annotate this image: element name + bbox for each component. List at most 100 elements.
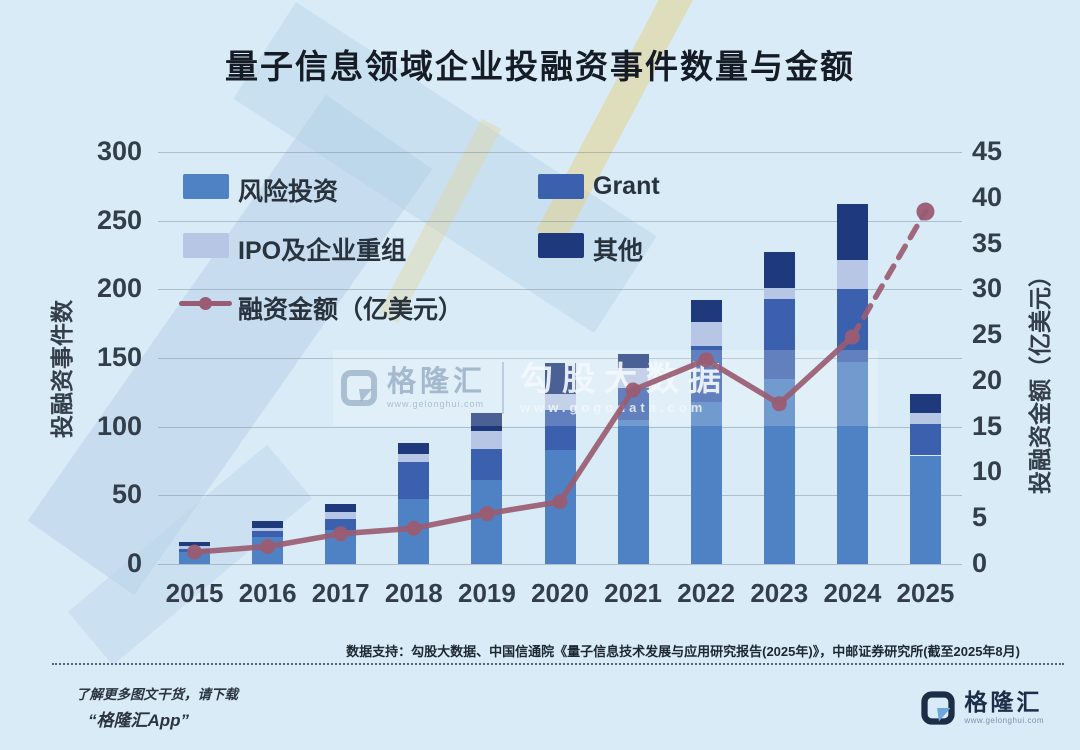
bar-segment-Grant [252,531,284,537]
line-data-point-marker [916,202,935,221]
gridline [158,152,962,153]
bar-segment-IPO及企业重组 [179,546,211,549]
left-axis-tick-label: 100 [96,410,142,441]
legend-label-grant: Grant [593,172,660,200]
right-axis-tick-label: 35 [972,227,1003,258]
right-axis-tick-label: 25 [972,319,1003,350]
bar-segment-IPO及企业重组 [544,393,576,411]
brand-url: www.gelonghui.com [964,716,1044,725]
bar-segment-其他 [471,412,503,431]
bar-segment-风险投资 [617,419,649,564]
bar-segment-Grant [909,423,941,456]
legend-line-marker [199,297,212,310]
bar-segment-Grant [763,298,795,379]
left-axis-tick-label: 150 [96,342,142,372]
bar-segment-Grant [179,548,211,552]
left-axis-tick-label: 200 [96,273,142,304]
bar-segment-IPO及企业重组 [325,511,357,519]
bar-segment-其他 [179,542,211,547]
bar-segment-风险投资 [544,450,576,564]
right-axis-tick-label: 45 [972,136,1003,166]
bar-segment-IPO及企业重组 [836,260,868,290]
x-axis-year-label: 2023 [750,578,809,608]
bar-segment-风险投资 [179,551,211,564]
legend-swatch-other [538,233,584,258]
line-segment-solid [191,334,856,555]
legend-swatch-ipo [183,233,229,258]
bar-segment-IPO及企业重组 [398,454,430,463]
bar-segment-IPO及企业重组 [617,367,649,389]
bar-segment-Grant [398,462,430,500]
watermark-band: 格隆汇 www.gelonghui.com 勾股大数据 www.gogodata… [333,350,878,426]
bar-segment-其他 [398,443,430,455]
data-source-note: 数据支持：勾股大数据、中国信通院《量子信息技术发展与应用研究报告(2025年)》… [346,644,1020,659]
left-axis-tick-label: 0 [126,548,142,578]
right-axis-tick-label: 30 [972,273,1003,304]
bar-segment-Grant [836,289,868,363]
x-axis-year-label: 2024 [823,578,882,608]
legend-label-ipo: IPO及企业重组 [238,237,407,265]
bar-segment-风险投资 [252,536,284,564]
gelonghui-logo-icon [921,691,955,725]
x-axis-year-label: 2018 [384,578,443,608]
bar-segment-其他 [763,252,795,288]
chart-title: 量子信息领域企业投融资事件数量与金额 [225,48,855,85]
legend-swatch-grant [538,174,584,199]
bar-segment-风险投资 [398,499,430,564]
watermark-gelonghui: 格隆汇 www.gelonghui.com [333,365,487,409]
x-axis-year-label: 2020 [531,578,589,608]
bar-segment-其他 [690,300,722,323]
bar-segment-风险投资 [836,362,868,564]
bar-segment-风险投资 [325,529,357,564]
left-axis-tick-label: 250 [96,204,142,235]
footer-divider [52,663,1064,665]
watermark-gelonghui-name: 格隆汇 [387,365,487,398]
x-axis-year-label: 2016 [238,578,297,608]
right-axis-tick-label: 0 [972,548,988,578]
x-axis-year-label: 2019 [457,578,516,608]
bar-segment-风险投资 [471,480,503,564]
gridline [158,289,962,291]
x-axis-year-label: 2015 [165,578,224,608]
bar-segment-IPO及企业重组 [909,412,941,424]
x-axis-year-label: 2022 [677,578,736,608]
bar-segment-其他 [252,521,284,529]
gridline [158,564,962,565]
bar-segment-风险投资 [690,401,722,564]
bar-segment-IPO及企业重组 [690,322,722,346]
legend-label-other: 其他 [593,237,644,265]
app-promo-text: 了解更多图文干货，请下载 [76,687,238,702]
bar-segment-IPO及企业重组 [471,430,503,449]
legend-label-line: 融资金额（亿美元） [238,296,464,324]
bar-segment-Grant [690,345,722,402]
left-axis-tick-label: 50 [111,479,142,510]
bar-segment-Grant [471,448,503,481]
right-axis-tick-label: 15 [972,410,1003,441]
brand-name: 格隆汇 [964,689,1043,715]
bar-segment-其他 [909,393,941,413]
bar-segment-Grant [325,518,357,530]
bar-segment-其他 [544,363,576,394]
watermark-divider [502,362,505,414]
right-axis-tick-label: 20 [972,364,1003,395]
gelonghui-watermark-logo-icon [341,370,377,406]
x-axis-year-label: 2025 [896,578,955,608]
right-axis-tick-label: 10 [972,456,1003,487]
right-axis-tick-label: 5 [972,502,988,533]
bar-segment-IPO及企业重组 [763,287,795,299]
bar-segment-其他 [617,353,649,368]
bar-segment-其他 [325,503,357,512]
left-axis-tick-label: 300 [96,136,142,166]
bar-segment-风险投资 [763,378,795,564]
background-watermark-pencil-stripe [536,0,704,245]
legend-swatch-venture [183,174,229,199]
x-axis-year-label: 2017 [311,578,370,608]
watermark-gelonghui-url: www.gelonghui.com [387,398,485,409]
bar-segment-风险投资 [909,455,941,564]
bar-segment-IPO及企业重组 [252,528,284,532]
gelonghui-brand: 格隆汇 www.gelonghui.com [920,690,1044,726]
x-axis-year-label: 2021 [604,578,662,608]
bar-segment-其他 [836,204,868,261]
